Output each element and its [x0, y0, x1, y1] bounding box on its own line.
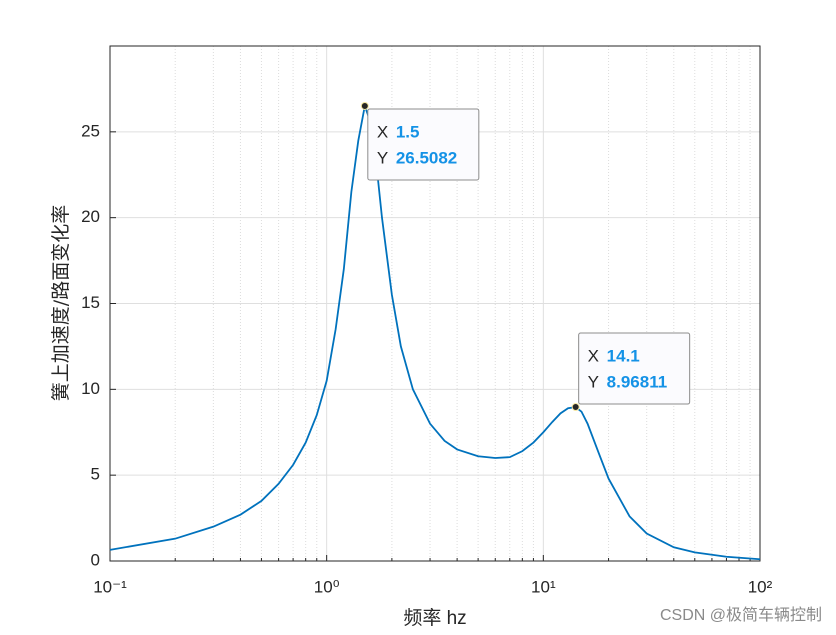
data-tip-marker [360, 101, 369, 110]
data-tip: X 1.5 Y 26.5082 [367, 108, 480, 181]
data-line [109, 102, 761, 561]
data-tip-label: Y [588, 373, 599, 392]
data-tip-value: 14.1 [607, 347, 640, 366]
watermark: CSDN @极简车辆控制 [660, 606, 822, 624]
axes-box [109, 45, 761, 562]
data-tip-value: 1.5 [396, 122, 420, 141]
y-tick-label: 5 [91, 465, 100, 484]
y-tick-label: 25 [81, 121, 100, 140]
y-tick-label: 20 [81, 207, 100, 226]
data-tip-box [578, 332, 691, 405]
x-tick-label: 10⁰ [314, 577, 340, 596]
data-tip-label: Y [377, 148, 388, 167]
y-tick-label: 0 [91, 550, 100, 569]
data-tip-marker [571, 403, 580, 412]
data-tip-label: X [377, 122, 388, 141]
data-tip-value: 26.5082 [396, 148, 457, 167]
y-tick-label: 15 [81, 293, 100, 312]
x-tick-label: 10¹ [531, 577, 556, 596]
y-tick-label: 10 [81, 379, 100, 398]
x-axis-label: 频率 hz [403, 607, 466, 629]
data-tip-label: X [588, 347, 599, 366]
data-tip: X 14.1 Y 8.96811 [578, 332, 691, 405]
y-axis-label: 簧上加速度/路面变化率 [50, 205, 72, 401]
data-tip-value: 8.96811 [607, 373, 668, 392]
data-tip-box [367, 108, 480, 181]
x-tick-label: 10⁻¹ [93, 577, 127, 596]
x-tick-label: 10² [748, 577, 773, 596]
